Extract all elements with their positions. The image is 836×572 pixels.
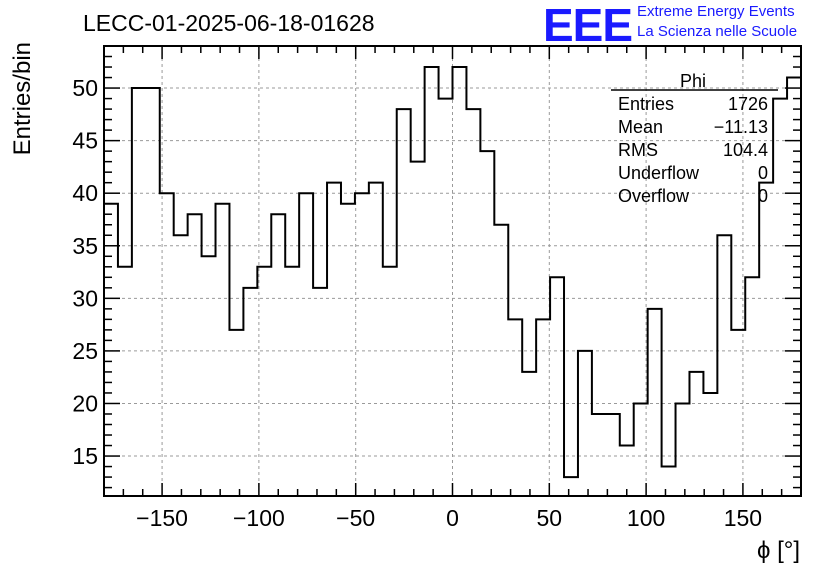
stats-box-name: Phi [680,71,706,91]
x-tick-label: 0 [446,505,459,531]
y-tick-label: 35 [72,233,98,259]
plot-frame [103,45,802,497]
stats-row-label: RMS [618,140,658,160]
y-tick-label: 50 [72,75,98,101]
logo-subtitle-line-1: Extreme Energy Events [637,3,795,20]
chart-title: LECC-01-2025-06-18-01628 [83,10,375,36]
x-tick-label: −50 [336,505,375,531]
stats-row-label: Overflow [618,186,690,206]
stats-row-value: −11.13 [714,117,768,137]
eee-logo: EEE [543,0,633,51]
x-tick-labels: −150 −100 −50 0 50 100 150 [136,505,762,531]
y-axis-title: Entries/bin [9,42,36,155]
stats-row-label: Underflow [618,163,700,183]
logo-subtitle-line-2: La Scienza nelle Scuole [637,23,798,40]
y-tick-label: 25 [72,338,98,364]
x-tick-label: 50 [537,505,563,531]
grid [104,46,801,496]
x-tick-label: −100 [233,505,285,531]
x-tick-label: 150 [724,505,762,531]
stats-row-label: Entries [618,94,674,114]
stats-row-label: Mean [618,117,663,137]
y-tick-label: 20 [72,390,98,416]
x-axis-title: ϕ [°] [757,537,800,564]
y-tick-label: 45 [72,128,98,154]
x-tick-label: 100 [627,505,665,531]
y-tick-labels: 15 20 25 30 35 40 45 50 [72,75,98,469]
y-tick-label: 40 [72,180,98,206]
stats-row-value: 104.4 [723,140,768,160]
histogram-step-line [104,66,801,479]
stats-row-value: 0 [758,186,768,206]
y-tick-label: 15 [72,443,98,469]
stats-row-value: 1726 [728,94,768,114]
stats-box: Phi Entries 1726 Mean −11.13 RMS 104.4 Underfl… [611,71,778,206]
x-tick-label: −150 [136,505,188,531]
stats-row-value: 0 [758,163,768,183]
stats-rows: Entries 1726 Mean −11.13 RMS 104.4 Underflow 0 O… [618,94,768,206]
y-tick-label: 30 [72,285,98,311]
